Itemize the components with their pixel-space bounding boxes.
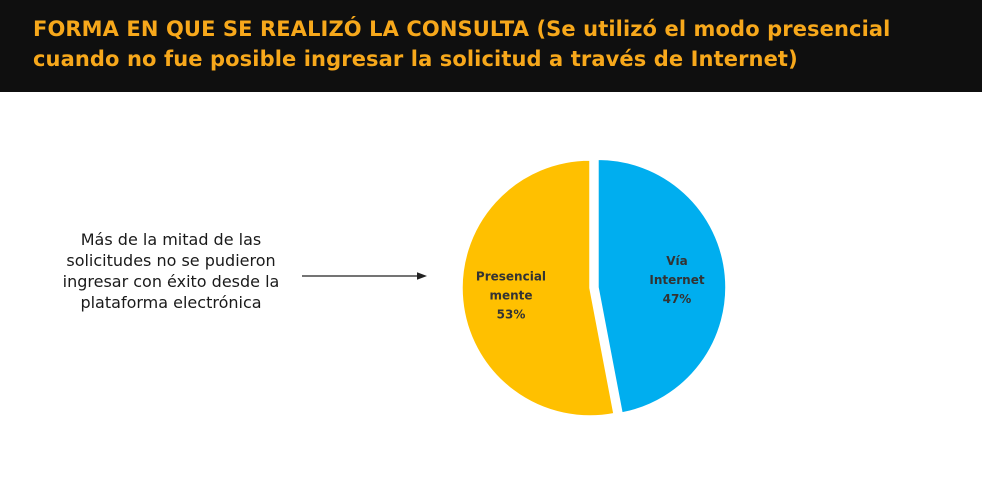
annotation-text: Más de la mitad de las solicitudes no se… (62, 230, 280, 312)
title-bar: FORMA EN QUE SE REALIZÓ LA CONSULTA (Se … (0, 0, 982, 92)
pie-slice-0 (597, 158, 727, 414)
slice-category-label-0: Vía (666, 254, 688, 268)
page-title: FORMA EN QUE SE REALIZÓ LA CONSULTA (Se … (33, 17, 891, 71)
slice-category-label-0: Internet (649, 273, 704, 287)
pie-slices (461, 158, 727, 417)
pie-slice-1 (461, 159, 615, 417)
pie-chart: Vía Internet 47% Presencial mente 53% (461, 158, 727, 417)
pie-labels: Vía Internet 47% Presencial mente 53% (476, 254, 705, 322)
slice-value-label-0: 47% (663, 292, 692, 306)
arrow-right-icon (302, 272, 427, 280)
slice-value-label-1: 53% (497, 307, 526, 321)
slice-category-label-1: mente (489, 288, 532, 302)
slice-category-label-1: Presencial (476, 269, 546, 283)
